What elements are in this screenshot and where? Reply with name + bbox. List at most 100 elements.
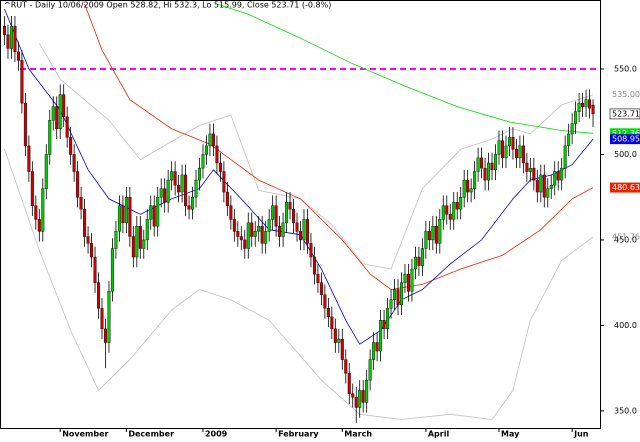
candle-body — [427, 231, 431, 241]
candle-body — [539, 174, 543, 193]
candle-body — [521, 145, 525, 164]
candle-body — [441, 205, 445, 220]
candle-body — [110, 248, 114, 292]
y-tick-label: 400.0 — [614, 321, 637, 330]
candle-body — [274, 205, 278, 227]
candle-body — [518, 145, 522, 159]
candle-body — [198, 167, 202, 181]
overlay-line — [215, 4, 594, 134]
plot-area — [2, 4, 600, 423]
candle-body — [396, 289, 400, 306]
candle-body — [448, 214, 452, 220]
candle-body — [236, 231, 240, 237]
candle-body — [250, 222, 254, 237]
candle-body — [93, 256, 97, 283]
candle-body — [138, 226, 142, 249]
value-label: 508.954 — [612, 135, 640, 144]
candle-body — [340, 338, 344, 360]
candle-body — [232, 219, 236, 232]
value-label: 451.766 — [612, 232, 640, 241]
overlay-line — [4, 149, 594, 420]
candle-body — [37, 219, 41, 232]
candle-body — [574, 111, 578, 124]
candle-body — [142, 239, 146, 249]
candle-body — [445, 205, 449, 215]
y-tick-label: 550.0 — [614, 64, 637, 73]
candle-body — [333, 328, 337, 343]
candle-body — [584, 99, 588, 107]
candle-body — [90, 243, 94, 258]
candle-body — [62, 94, 66, 118]
candle-body — [417, 256, 421, 266]
axes: 350.0 400.0 450.0 500.0 550.0 November Decembe… — [59, 64, 640, 439]
candle-body — [399, 282, 403, 306]
candle-body — [323, 294, 327, 309]
candle-body — [528, 167, 532, 172]
candle-body — [581, 102, 585, 107]
candle-body — [312, 256, 316, 275]
candle-body — [83, 208, 87, 237]
x-tick-label: Jun — [573, 430, 589, 439]
candle-body — [76, 171, 80, 198]
value-label: 480.63 — [612, 183, 640, 192]
x-tick-label: 2009 — [205, 430, 228, 439]
candle-body — [358, 390, 362, 408]
candle-body — [591, 104, 595, 115]
x-tick-label: February — [278, 430, 319, 439]
candle-body — [9, 26, 13, 49]
candle-body — [222, 171, 226, 193]
candle-body — [86, 236, 90, 244]
candle-body — [305, 219, 309, 244]
candle-body — [103, 328, 107, 343]
candle-body — [473, 171, 477, 189]
x-tick-label: December — [128, 430, 174, 439]
close-label: 523.71 — [612, 109, 640, 118]
candle-body — [326, 308, 330, 318]
candle-body — [114, 231, 118, 249]
candle-body — [438, 219, 442, 244]
candle-body — [100, 308, 104, 330]
candle-body — [79, 196, 83, 210]
candle-body — [379, 320, 383, 352]
candle-body — [184, 174, 188, 206]
candle-body — [170, 171, 174, 181]
candle-body — [459, 196, 463, 210]
candle-body — [375, 342, 379, 352]
candle-body — [285, 202, 289, 224]
candle-body — [41, 188, 45, 232]
candle-body — [211, 133, 215, 147]
candle-body — [173, 171, 177, 186]
candle-body — [549, 185, 553, 189]
candle-body — [514, 149, 518, 159]
candle-body — [386, 308, 390, 330]
value-label-box — [610, 134, 640, 145]
candle-body — [431, 226, 435, 241]
y-tick-label: 450.0 — [614, 235, 637, 244]
candle-body — [494, 154, 498, 171]
candle-body — [6, 34, 10, 49]
candle-body — [121, 205, 125, 224]
candle-body — [560, 167, 564, 181]
candle-body — [546, 188, 550, 198]
candle-body — [225, 191, 229, 206]
candle-body — [208, 133, 212, 147]
candle-body — [152, 205, 156, 227]
candle-body — [556, 171, 560, 181]
candle-body — [180, 174, 184, 193]
candle-body — [309, 243, 313, 258]
candle-body — [257, 226, 261, 232]
candle-body — [72, 154, 76, 172]
candle-body — [201, 154, 205, 169]
candle-body — [406, 273, 410, 292]
candle-body — [149, 205, 153, 220]
candle-body — [299, 231, 303, 241]
candle-body — [20, 60, 24, 104]
candle-body — [500, 140, 504, 159]
candle-body — [292, 208, 296, 224]
candle-body — [187, 205, 191, 210]
candle-body — [351, 393, 355, 398]
candle-body — [570, 123, 574, 135]
candle-body — [51, 106, 55, 121]
candle-body — [204, 145, 208, 155]
